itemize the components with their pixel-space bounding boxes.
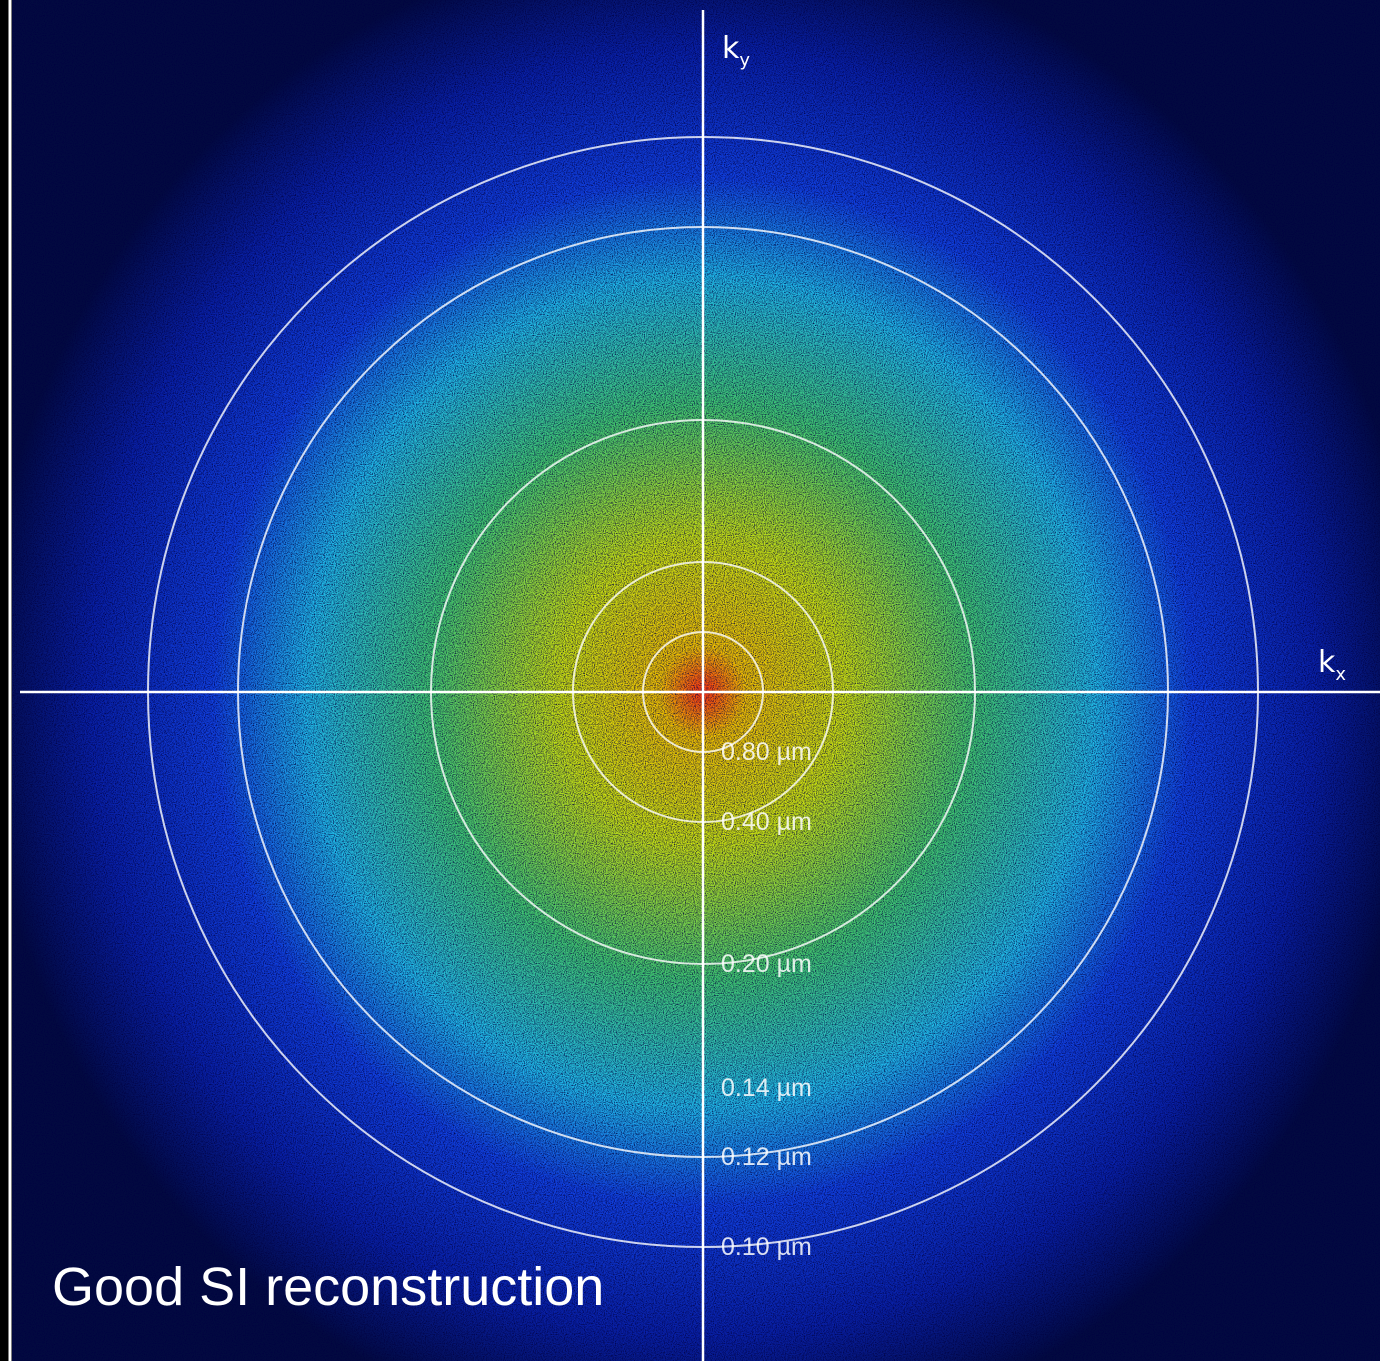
- ring-label: 0.10 µm: [721, 1233, 812, 1261]
- ring-label: 0.40 µm: [721, 808, 812, 836]
- spectrum-view: 0.80 µm 0.40 µm 0.20 µm 0.14 µm 0.12 µm 0.10 …: [0, 0, 1380, 1361]
- kx-main: k: [1318, 645, 1336, 680]
- ky-sub: y: [739, 50, 750, 71]
- kx-sub: x: [1335, 664, 1346, 685]
- ring-label: 0.80 µm: [721, 738, 812, 766]
- caption: Good SI reconstruction: [52, 1257, 604, 1317]
- ring-label: 0.20 µm: [721, 950, 812, 978]
- ky-main: k: [722, 31, 740, 66]
- ring-label: 0.14 µm: [721, 1074, 812, 1102]
- page: 0.80 µm 0.40 µm 0.20 µm 0.14 µm 0.12 µm 0.10 …: [0, 0, 1380, 1361]
- ring-label: 0.12 µm: [721, 1143, 812, 1171]
